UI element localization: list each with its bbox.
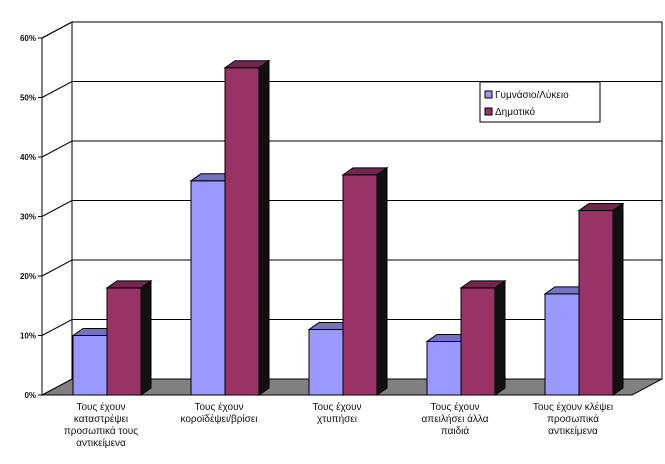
y-tick-label: 30% [20,213,36,222]
bar-front [72,335,108,396]
category-label: Τους έχουν κλέψει προσωπικά αντικείμενα [533,401,613,437]
bar-front [106,287,142,396]
gridline [41,259,662,277]
x-axis-categories: Τους έχουν καταστρέψει προσωπικά τους αντικ… [64,401,613,449]
bar-dimotiko-2 [223,59,271,396]
bar-front [190,180,226,396]
category-label: Τους έχουν απειλήσει άλλα παιδιά [422,401,489,437]
bar-front [460,287,496,396]
legend-box [479,81,601,123]
gridline [41,140,662,158]
y-tick-label: 40% [20,153,36,162]
bar-side [494,279,506,396]
y-tick-label: 20% [20,272,36,281]
bar-front [544,293,580,396]
gridline [41,21,662,39]
y-tick-label: 10% [20,332,36,341]
legend-label: Δημοτικό [495,106,535,118]
legend-label: Γυμνάσιο/Λύκειο [495,89,569,101]
bar-front [342,174,378,396]
gridline [41,200,662,217]
bar-side [258,59,270,396]
bar-side [612,202,624,396]
bar-front [578,210,614,396]
bar-dimotiko-5 [577,202,625,396]
legend-swatch [484,90,493,99]
bars [71,59,625,396]
category-label: Τους έχουν χτυπήσει [312,401,361,425]
category-label: Τους έχουν κοροϊδέψει/βρίσει [180,401,257,425]
bar-front [426,340,462,396]
category-label: Τους έχουν καταστρέψει προσωπικά τους αντικ… [64,401,138,449]
gridline [41,81,662,98]
bar-dimotiko-4 [459,279,507,396]
y-axis-ticks: 0% 10% 20% 30% 40% 50% 60% [20,34,42,400]
bar-dimotiko-1 [105,279,153,396]
bar-dimotiko-3 [341,166,389,396]
bar-front [308,329,344,396]
y-tick-label: 60% [20,34,36,43]
bar-side [140,279,152,396]
legend: Γυμνάσιο/Λύκειο Δημοτικό [479,81,601,123]
y-tick-label: 0% [24,391,36,400]
legend-swatch [484,107,493,116]
bar-front [224,67,260,396]
bar-side [376,166,388,396]
y-tick-label: 50% [20,94,36,103]
gridlines [41,21,662,336]
